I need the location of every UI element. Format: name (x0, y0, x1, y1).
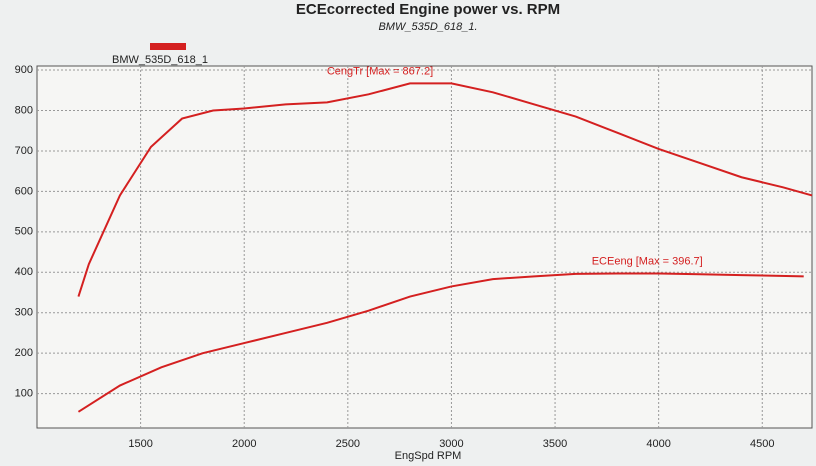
legend-label: BMW_535D_618_1 (112, 54, 208, 66)
series-annotation: CengTr [Max = 867.2] (327, 65, 433, 77)
x-tick-label: 3500 (543, 438, 567, 450)
x-tick-label: 3000 (439, 438, 463, 450)
data-line (77, 272, 804, 413)
x-tick-label: 2500 (336, 438, 360, 450)
data-line (77, 82, 813, 297)
y-tick-label: 500 (15, 226, 33, 238)
x-axis-label: EngSpd RPM (395, 450, 462, 462)
y-tick-label: 400 (15, 266, 33, 278)
x-tick-label: 4000 (646, 438, 670, 450)
x-tick-label: 1500 (128, 438, 152, 450)
x-tick-label: 2000 (232, 438, 256, 450)
y-tick-label: 600 (15, 185, 33, 197)
chart-title: ECEcorrected Engine power vs. RPM (296, 1, 560, 18)
x-tick-label: 4500 (750, 438, 774, 450)
legend-swatch (150, 43, 186, 50)
plot-area (36, 65, 813, 429)
y-tick-label: 300 (15, 307, 33, 319)
y-tick-label: 900 (15, 64, 33, 76)
y-tick-label: 200 (15, 347, 33, 359)
chart-subtitle: BMW_535D_618_1. (378, 21, 477, 33)
series-annotation: ECEeng [Max = 396.7] (592, 255, 703, 267)
y-tick-label: 100 (15, 388, 33, 400)
y-tick-label: 800 (15, 104, 33, 116)
y-tick-label: 700 (15, 145, 33, 157)
